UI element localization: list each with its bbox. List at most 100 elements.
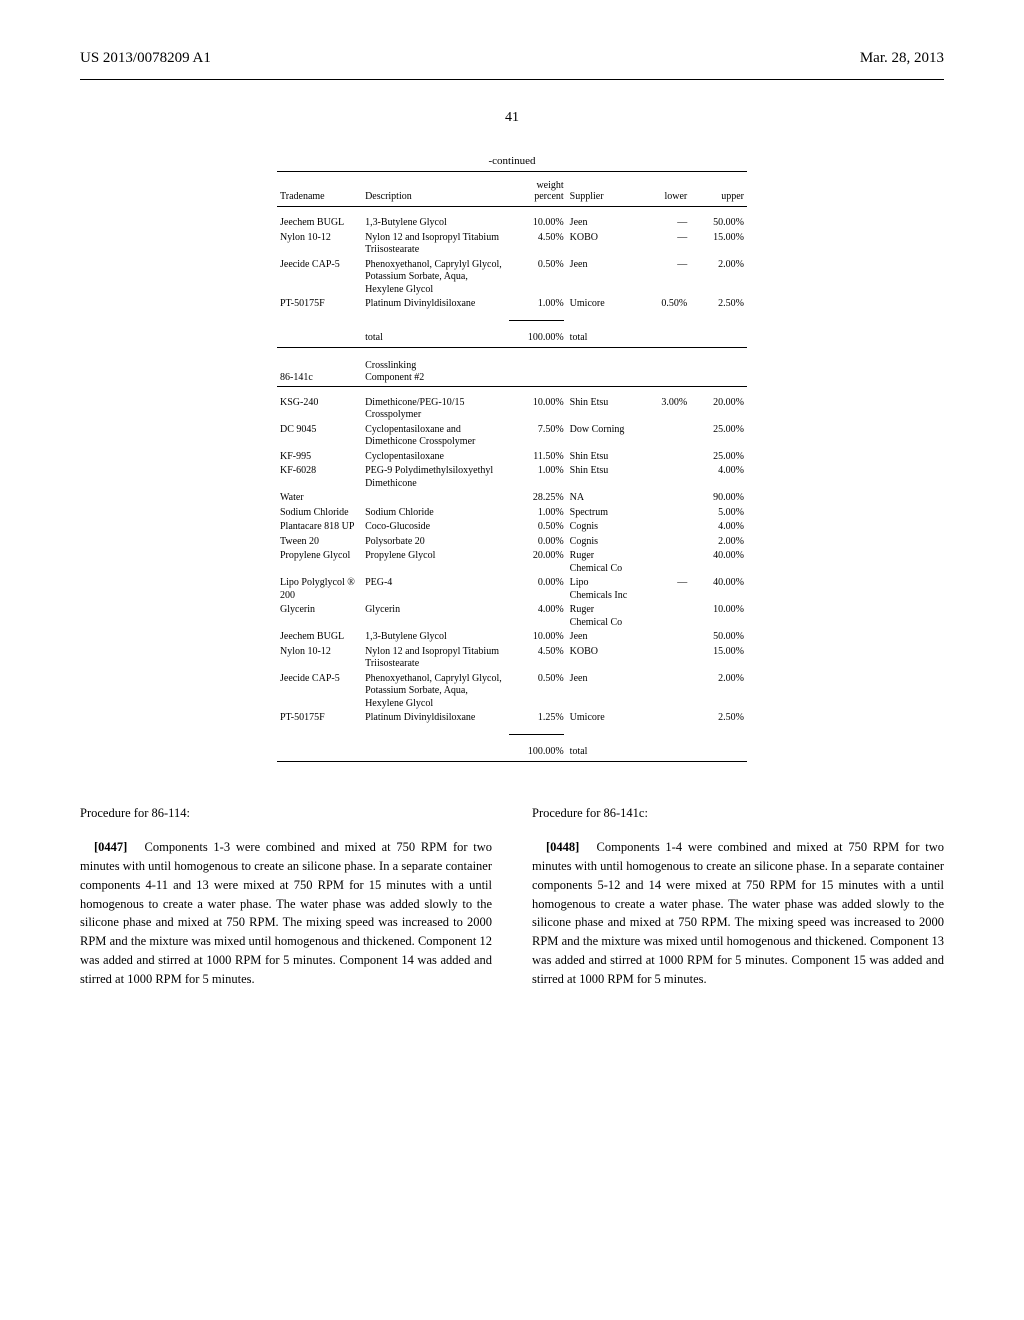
cell: NA bbox=[567, 491, 634, 506]
para-number-right: [0448] bbox=[546, 840, 579, 854]
table-row: Sodium ChlorideSodium Chloride1.00%Spect… bbox=[277, 506, 747, 521]
cell: 4.00% bbox=[690, 520, 747, 535]
cell: Jeecide CAP-5 bbox=[277, 672, 362, 712]
section2-total: 100.00% total bbox=[277, 740, 747, 761]
cell bbox=[634, 711, 691, 726]
total-weight: 100.00% bbox=[505, 326, 567, 347]
cell bbox=[634, 672, 691, 712]
cell: Ruger Chemical Co bbox=[567, 603, 634, 630]
cell: 0.50% bbox=[505, 520, 567, 535]
table-row: Tween 20Polysorbate 200.00%Cognis2.00% bbox=[277, 535, 747, 550]
table-row: PT-50175FPlatinum Divinyldisiloxane1.00%… bbox=[277, 297, 747, 312]
cell: 50.00% bbox=[690, 209, 747, 231]
cell: 2.00% bbox=[690, 535, 747, 550]
table-row: KF-995Cyclopentasiloxane11.50%Shin Etsu2… bbox=[277, 450, 747, 465]
cell: 90.00% bbox=[690, 491, 747, 506]
col-upper: upper bbox=[690, 174, 747, 207]
cell: Jeen bbox=[567, 672, 634, 712]
cell: Jeen bbox=[567, 258, 634, 298]
cell: 0.50% bbox=[634, 297, 691, 312]
cell: PT-50175F bbox=[277, 711, 362, 726]
cell: 20.00% bbox=[690, 389, 747, 423]
table-row: Propylene GlycolPropylene Glycol20.00%Ru… bbox=[277, 549, 747, 576]
page-header: US 2013/0078209 A1 Mar. 28, 2013 bbox=[80, 50, 944, 67]
cell: Nylon 12 and Isopropyl Titabium Triisost… bbox=[362, 231, 505, 258]
cell: Phenoxyethanol, Caprylyl Glycol, Potassi… bbox=[362, 258, 505, 298]
cell bbox=[634, 520, 691, 535]
cell: 2.00% bbox=[690, 672, 747, 712]
cell bbox=[634, 645, 691, 672]
cell: 4.50% bbox=[505, 231, 567, 258]
cell bbox=[362, 491, 505, 506]
cell: Umicore bbox=[567, 297, 634, 312]
cell: 15.00% bbox=[690, 645, 747, 672]
cell bbox=[634, 423, 691, 450]
continued-label: -continued bbox=[277, 151, 747, 171]
cell: 0.00% bbox=[505, 535, 567, 550]
cell: 0.50% bbox=[505, 258, 567, 298]
cell: Umicore bbox=[567, 711, 634, 726]
cell: 28.25% bbox=[505, 491, 567, 506]
page-number: 41 bbox=[80, 110, 944, 126]
cell bbox=[634, 630, 691, 645]
cell: Lipo Polyglycol ® 200 bbox=[277, 576, 362, 603]
cell: Glycerin bbox=[362, 603, 505, 630]
cell bbox=[634, 535, 691, 550]
para-number-left: [0447] bbox=[94, 840, 127, 854]
cell: 1,3-Butylene Glycol bbox=[362, 630, 505, 645]
table-header-row: Tradename Description weightpercent Supp… bbox=[277, 174, 747, 207]
cell: Jeen bbox=[567, 209, 634, 231]
cell: Shin Etsu bbox=[567, 389, 634, 423]
cell: 25.00% bbox=[690, 423, 747, 450]
table-row: Plantacare 818 UPCoco-Glucoside0.50%Cogn… bbox=[277, 520, 747, 535]
cell: Nylon 10-12 bbox=[277, 645, 362, 672]
cell: 5.00% bbox=[690, 506, 747, 521]
table-row: DC 9045Cyclopentasiloxane and Dimethicon… bbox=[277, 423, 747, 450]
para-text-left: Components 1-3 were combined and mixed a… bbox=[80, 840, 492, 985]
total-label: total bbox=[362, 326, 505, 347]
cell: Cognis bbox=[567, 535, 634, 550]
formulation-code: 86-141c bbox=[277, 350, 362, 387]
cell: Cyclopentasiloxane bbox=[362, 450, 505, 465]
cell: DC 9045 bbox=[277, 423, 362, 450]
cell: Glycerin bbox=[277, 603, 362, 630]
cell: Coco-Glucoside bbox=[362, 520, 505, 535]
cell: KOBO bbox=[567, 231, 634, 258]
cell: Cyclopentasiloxane and Dimethicone Cross… bbox=[362, 423, 505, 450]
cell: — bbox=[634, 576, 691, 603]
table-row: Nylon 10-12Nylon 12 and Isopropyl Titabi… bbox=[277, 231, 747, 258]
cell: KOBO bbox=[567, 645, 634, 672]
table-row: KSG-240Dimethicone/PEG-10/15 Crosspolyme… bbox=[277, 389, 747, 423]
total-weight-2: 100.00% bbox=[505, 740, 567, 761]
cell: Sodium Chloride bbox=[362, 506, 505, 521]
cell bbox=[634, 506, 691, 521]
cell: Jeechem BUGL bbox=[277, 630, 362, 645]
cell bbox=[634, 464, 691, 491]
cell: — bbox=[634, 258, 691, 298]
formulation-table: -continued Tradename Description weightp… bbox=[277, 151, 747, 764]
cell: 11.50% bbox=[505, 450, 567, 465]
cell: 1.00% bbox=[505, 297, 567, 312]
section1-total: total 100.00% total bbox=[277, 326, 747, 347]
col-weight: weightpercent bbox=[505, 174, 567, 207]
cell: — bbox=[634, 231, 691, 258]
cell: 4.50% bbox=[505, 645, 567, 672]
cell bbox=[634, 450, 691, 465]
para-text-right: Components 1-4 were combined and mixed a… bbox=[532, 840, 944, 985]
cell: 2.00% bbox=[690, 258, 747, 298]
cell: 40.00% bbox=[690, 549, 747, 576]
cell: 10.00% bbox=[505, 630, 567, 645]
total-sup-2: total bbox=[567, 740, 634, 761]
cell: 25.00% bbox=[690, 450, 747, 465]
cell: KF-995 bbox=[277, 450, 362, 465]
cell: PEG-9 Polydimethylsiloxyethyl Dimethicon… bbox=[362, 464, 505, 491]
cell: Phenoxyethanol, Caprylyl Glycol, Potassi… bbox=[362, 672, 505, 712]
table-row: Lipo Polyglycol ® 200PEG-40.00%Lipo Chem… bbox=[277, 576, 747, 603]
table-row: Jeechem BUGL1,3-Butylene Glycol10.00%Jee… bbox=[277, 630, 747, 645]
cell: 4.00% bbox=[690, 464, 747, 491]
cell: 15.00% bbox=[690, 231, 747, 258]
cell: 1.00% bbox=[505, 506, 567, 521]
cell: Shin Etsu bbox=[567, 464, 634, 491]
cell: PT-50175F bbox=[277, 297, 362, 312]
table-row: Jeecide CAP-5Phenoxyethanol, Caprylyl Gl… bbox=[277, 672, 747, 712]
